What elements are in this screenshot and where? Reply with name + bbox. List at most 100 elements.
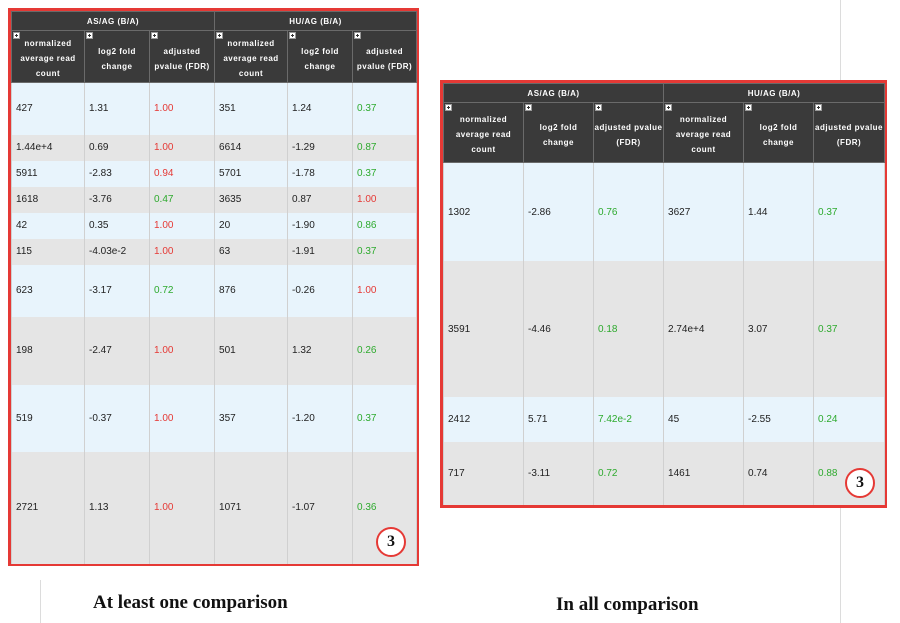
table-row: 623 -3.17 0.72 876 -0.26 1.00 — [11, 264, 418, 317]
count-cell: 1461 — [663, 441, 745, 505]
group-header-as-ag: AS/AG (B/A) — [10, 11, 216, 31]
sort-icon[interactable] — [86, 32, 93, 39]
column-header-fold[interactable]: log2 fold change — [523, 102, 594, 163]
column-label: adjusted pvalue (FDR) — [815, 122, 884, 147]
table-row: 3591 -4.46 0.18 2.74e+4 3.07 0.37 — [443, 261, 886, 397]
fold-change-cell: 3.07 — [743, 261, 815, 397]
count-cell: 5701 — [214, 160, 289, 187]
column-header-fold[interactable]: log2 fold change — [84, 30, 150, 83]
column-label: log2 fold change — [98, 46, 136, 71]
pvalue-cell: 0.72 — [592, 441, 665, 505]
count-cell: 1302 — [443, 162, 524, 262]
sort-icon[interactable] — [815, 104, 823, 111]
pvalue-cell: 0.37 — [352, 160, 418, 187]
column-label: adjusted pvalue (FDR) — [154, 46, 210, 71]
sort-icon[interactable] — [216, 32, 224, 39]
count-cell: 63 — [214, 238, 289, 265]
count-cell: 45 — [663, 396, 745, 442]
table-row: 2412 5.71 7.42e-2 45 -2.55 0.24 — [443, 396, 886, 442]
sort-icon[interactable] — [445, 104, 452, 111]
count-cell: 3627 — [663, 162, 745, 262]
step-number-badge: 3 — [845, 468, 875, 498]
pvalue-cell: 1.00 — [148, 316, 216, 385]
pvalue-cell: 0.37 — [352, 384, 418, 452]
fold-change-cell: -3.11 — [523, 441, 594, 505]
sort-icon[interactable] — [665, 104, 673, 111]
column-header-fold[interactable]: log2 fold change — [743, 102, 815, 163]
fold-change-cell: 0.69 — [84, 134, 150, 161]
fold-change-cell: -0.37 — [84, 384, 150, 452]
sort-icon[interactable] — [595, 104, 602, 111]
column-header-count[interactable]: normalized average read count — [663, 102, 745, 163]
sort-icon[interactable] — [151, 32, 158, 39]
column-header-count[interactable]: normalized average read count — [214, 30, 289, 83]
fold-change-cell: -1.07 — [287, 451, 354, 564]
sort-icon[interactable] — [525, 104, 532, 111]
fold-change-cell: 1.32 — [287, 316, 354, 385]
column-header-count[interactable]: normalized average read count — [11, 30, 85, 83]
divider-line — [40, 580, 41, 623]
count-cell: 501 — [214, 316, 289, 385]
fold-change-cell: 1.31 — [84, 82, 150, 135]
pvalue-cell: 0.18 — [592, 261, 665, 397]
table-row: 2721 1.13 1.00 1071 -1.07 0.36 — [11, 451, 418, 564]
pvalue-cell: 0.87 — [352, 134, 418, 161]
fold-change-cell: -2.47 — [84, 316, 150, 385]
count-cell: 2721 — [11, 451, 85, 564]
pvalue-cell: 1.00 — [352, 186, 418, 213]
table-row: 42 0.35 1.00 20 -1.90 0.86 — [11, 212, 418, 239]
pvalue-cell: 0.24 — [813, 396, 886, 442]
column-header-pvalue[interactable]: adjusted pvalue (FDR) — [352, 30, 418, 83]
column-label: normalized average read count — [223, 39, 279, 78]
sort-icon[interactable] — [354, 32, 362, 39]
fold-change-cell: -0.26 — [287, 264, 354, 317]
fold-change-cell: 5.71 — [523, 396, 594, 442]
fold-change-cell: -2.86 — [523, 162, 594, 262]
fold-change-cell: -1.29 — [287, 134, 354, 161]
pvalue-cell: 1.00 — [148, 238, 216, 265]
fold-change-cell: 1.44 — [743, 162, 815, 262]
count-cell: 198 — [11, 316, 85, 385]
step-number-badge: 3 — [376, 527, 406, 557]
column-label: log2 fold change — [759, 122, 798, 147]
pvalue-cell: 1.00 — [148, 451, 216, 564]
fold-change-cell: -2.55 — [743, 396, 815, 442]
count-cell: 2412 — [443, 396, 524, 442]
fold-change-cell: -1.90 — [287, 212, 354, 239]
sort-icon[interactable] — [289, 32, 297, 39]
table-row: 1302 -2.86 0.76 3627 1.44 0.37 — [443, 162, 886, 262]
pvalue-cell: 0.72 — [148, 264, 216, 317]
sort-icon[interactable] — [13, 32, 20, 39]
column-header-fold[interactable]: log2 fold change — [287, 30, 354, 83]
pvalue-cell: 0.47 — [148, 186, 216, 213]
column-header-count[interactable]: normalized average read count — [443, 102, 524, 163]
fold-change-cell: 0.87 — [287, 186, 354, 213]
column-label: normalized average read count — [20, 39, 76, 78]
table-row: 198 -2.47 1.00 501 1.32 0.26 — [11, 316, 418, 385]
sort-icon[interactable] — [745, 104, 753, 111]
column-header-pvalue[interactable]: adjusted pvalue (FDR) — [813, 102, 886, 163]
column-label: normalized average read count — [675, 115, 732, 154]
fold-change-cell: -3.76 — [84, 186, 150, 213]
fold-change-cell: -3.17 — [84, 264, 150, 317]
column-header-pvalue[interactable]: adjusted pvalue (FDR) — [592, 102, 665, 163]
count-cell: 1.44e+4 — [11, 134, 85, 161]
group-header-hu-ag: HU/AG (B/A) — [214, 11, 418, 31]
count-cell: 5911 — [11, 160, 85, 187]
caption-in-all: In all comparison — [556, 594, 699, 615]
fold-change-cell: -1.91 — [287, 238, 354, 265]
column-header-pvalue[interactable]: adjusted pvalue (FDR) — [148, 30, 216, 83]
count-cell: 427 — [11, 82, 85, 135]
count-cell: 623 — [11, 264, 85, 317]
count-cell: 115 — [11, 238, 85, 265]
table-row: 5911 -2.83 0.94 5701 -1.78 0.37 — [11, 160, 418, 187]
table-row: 427 1.31 1.00 351 1.24 0.37 — [11, 82, 418, 135]
pvalue-cell: 1.00 — [148, 384, 216, 452]
fold-change-cell: -1.20 — [287, 384, 354, 452]
pvalue-cell: 0.76 — [592, 162, 665, 262]
column-label: adjusted pvalue (FDR) — [594, 122, 663, 147]
table-row: 1.44e+4 0.69 1.00 6614 -1.29 0.87 — [11, 134, 418, 161]
results-table: AS/AG (B/A) HU/AG (B/A) normalized avera… — [442, 83, 886, 505]
column-label: normalized average read count — [455, 115, 512, 154]
count-cell: 20 — [214, 212, 289, 239]
